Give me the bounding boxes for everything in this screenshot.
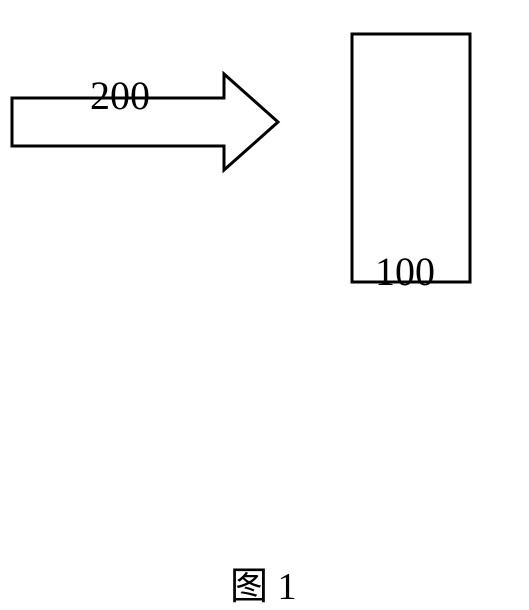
figure-caption: 图 1 xyxy=(230,555,297,610)
diagram-canvas xyxy=(0,0,529,586)
box-label: 100 xyxy=(375,248,435,295)
arrow-label: 200 xyxy=(90,72,150,119)
box-shape xyxy=(352,34,470,282)
